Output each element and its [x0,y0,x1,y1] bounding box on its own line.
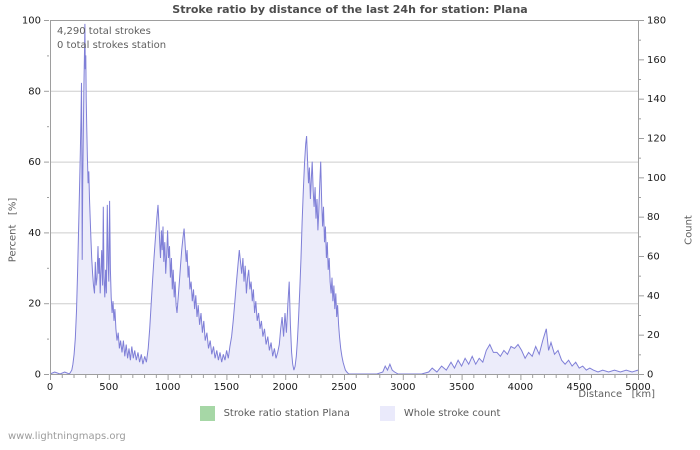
x-axis-tick-label: 2500 [331,382,356,393]
x-axis-title: Distance [km] [578,389,655,400]
right-axis-tick-label: 180 [647,16,666,27]
right-axis-tick-label: 80 [647,212,660,223]
watermark: www.lightningmaps.org [8,431,126,442]
left-axis-tick-label: 0 [35,370,41,381]
legend-swatch-stroke-ratio-station [199,406,215,421]
left-axis-tick-label: 40 [28,228,41,239]
whole-stroke-count-area [50,23,638,375]
right-axis-tick-label: 140 [647,94,666,105]
right-axis-title: Count [683,215,695,245]
x-axis-tick-label: 3500 [449,382,474,393]
x-axis-tick-label: 1500 [214,382,239,393]
legend-label-whole-stroke-count: Whole stroke count [403,408,501,419]
legend: Stroke ratio station Plana Whole stroke … [0,406,700,421]
right-axis-tick-label: 20 [647,330,660,341]
annotation-total-strokes: 4,290 total strokes [57,26,151,37]
right-axis-tick-label: 60 [647,252,660,263]
right-axis-tick-label: 40 [647,291,660,302]
x-axis-tick-label: 5000 [625,382,650,393]
left-axis-tick-label: 80 [28,86,41,97]
legend-item-stroke-ratio: Stroke ratio station Plana [199,406,350,421]
left-axis-tick-label: 20 [28,299,41,310]
x-axis-tick-label: 4500 [566,382,591,393]
right-axis-tick-label: 100 [647,173,666,184]
x-axis-tick-label: 1000 [155,382,180,393]
x-axis-tick-label: 3000 [390,382,415,393]
right-axis-tick-label: 160 [647,55,666,66]
legend-label-stroke-ratio-station: Stroke ratio station Plana [223,408,350,419]
chart-title: Stroke ratio by distance of the last 24h… [172,3,528,16]
left-axis-title: Percent [%] [7,197,19,263]
x-axis-tick-label: 0 [47,382,53,393]
right-axis-tick-label: 0 [647,370,653,381]
legend-item-whole-stroke-count: Whole stroke count [379,406,501,421]
right-axis-tick-label: 120 [647,134,666,145]
legend-swatch-whole-stroke-count [379,406,395,421]
left-axis-tick-label: 100 [22,16,41,27]
whole-stroke-count-line [49,23,639,375]
x-axis-tick-label: 500 [99,382,118,393]
x-axis-tick-label: 2000 [272,382,297,393]
plot-border [50,20,639,375]
left-axis-tick-label: 60 [28,157,41,168]
x-axis-tick-label: 4000 [508,382,533,393]
annotation-total-strokes-station: 0 total strokes station [57,40,167,51]
